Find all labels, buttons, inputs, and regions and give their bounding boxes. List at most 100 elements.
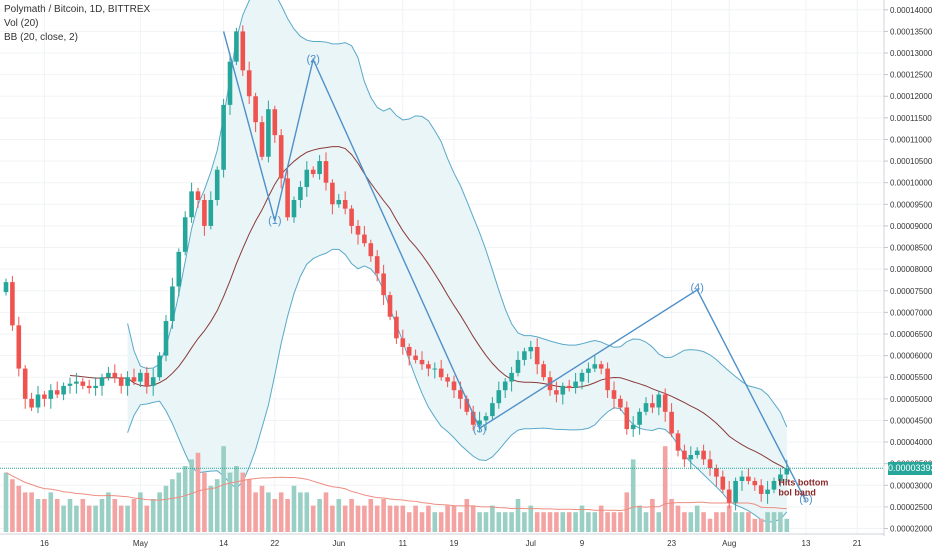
volume-bar	[278, 492, 284, 532]
candle-body	[515, 359, 521, 373]
candle	[502, 378, 508, 398]
candle-body	[16, 325, 22, 369]
candle	[515, 351, 521, 377]
candle	[176, 248, 182, 297]
candle-body	[554, 390, 559, 395]
candle	[381, 264, 386, 306]
volume-bar	[669, 499, 674, 532]
candle	[509, 366, 514, 392]
candle	[278, 129, 284, 189]
candle-body	[291, 199, 297, 218]
candle	[253, 92, 258, 133]
candle-body	[413, 355, 418, 360]
y-tick-label: 0.00007500	[890, 287, 932, 296]
candle-body	[381, 273, 386, 296]
candle	[637, 408, 642, 435]
candle	[227, 53, 233, 115]
volume-bar	[118, 505, 124, 532]
candle-body	[80, 381, 86, 386]
candle	[291, 196, 297, 223]
volume-bar	[381, 499, 386, 532]
volume-bar	[342, 505, 348, 532]
y-tick-label: 0.00004500	[890, 416, 932, 425]
candle	[746, 467, 751, 485]
volume-bar	[330, 505, 335, 532]
candle-body	[458, 390, 463, 399]
x-tick-label: Jun	[332, 539, 345, 548]
candle	[208, 191, 214, 230]
volume-bar	[611, 512, 617, 532]
volume-bar	[726, 505, 732, 532]
volume-bar	[240, 472, 246, 532]
volume-bar	[778, 512, 783, 532]
volume-bar	[547, 512, 553, 532]
volume-bar	[22, 492, 28, 532]
volume-bar	[67, 499, 73, 532]
volume-bar	[189, 459, 194, 532]
candle-body	[432, 368, 438, 370]
candle	[67, 377, 73, 394]
candle-body	[330, 182, 335, 205]
candle-body	[3, 282, 9, 293]
candle-body	[266, 109, 271, 157]
candle-body	[227, 61, 233, 105]
candle-body	[739, 476, 745, 481]
candle-body	[138, 372, 143, 382]
candle	[694, 447, 700, 459]
candle-body	[208, 199, 214, 226]
candle-body	[22, 368, 28, 399]
candle	[298, 180, 303, 208]
volume-bar	[739, 512, 745, 532]
candle	[150, 368, 156, 396]
volume-bar	[317, 499, 322, 532]
candle	[682, 444, 687, 468]
volume-bar	[259, 485, 265, 532]
volume-bar	[509, 512, 514, 532]
volume-bar	[54, 499, 60, 532]
candle	[726, 480, 732, 509]
volume-bar	[157, 492, 162, 532]
y-tick-label: 0.00011000	[890, 135, 932, 144]
candle-body	[509, 372, 514, 382]
candle	[3, 278, 9, 296]
y-tick-label: 0.00006500	[890, 330, 932, 339]
volume-bar	[618, 512, 623, 532]
candle	[48, 384, 54, 409]
volume-bar	[170, 479, 175, 532]
legend-symbol: Polymath / Bitcoin, 1D, BITTREX	[4, 4, 151, 15]
candle	[61, 382, 66, 401]
candle-body	[278, 135, 284, 179]
candle	[752, 477, 758, 491]
candle-body	[688, 455, 694, 460]
y-tick-label: 0.00008500	[890, 244, 932, 253]
volume-bar	[349, 499, 354, 532]
y-tick-label: 0.00004000	[890, 438, 932, 447]
candle-body	[48, 390, 54, 399]
candle	[618, 395, 623, 411]
candle	[304, 161, 310, 197]
volume-bar	[554, 512, 559, 532]
candle	[554, 381, 559, 403]
candle	[259, 116, 265, 161]
volume-bar	[387, 505, 393, 532]
candle	[74, 372, 79, 394]
candle	[170, 277, 175, 329]
candle	[35, 385, 41, 414]
volume-bar	[643, 512, 649, 532]
wave-label: (5)	[799, 494, 812, 506]
candle	[688, 446, 694, 470]
candle	[771, 477, 777, 494]
volume-bar	[131, 499, 137, 532]
annotation-line: bol band	[778, 487, 816, 497]
candle-body	[541, 364, 546, 378]
volume-bar	[656, 512, 662, 532]
volume-bar	[573, 512, 578, 532]
volume-bar	[579, 505, 585, 532]
candle	[528, 340, 534, 360]
candle-body	[406, 346, 412, 356]
volume-bar	[566, 512, 572, 532]
candle-body	[419, 359, 425, 365]
volume-bar	[266, 492, 271, 532]
volume-bar	[675, 505, 681, 532]
